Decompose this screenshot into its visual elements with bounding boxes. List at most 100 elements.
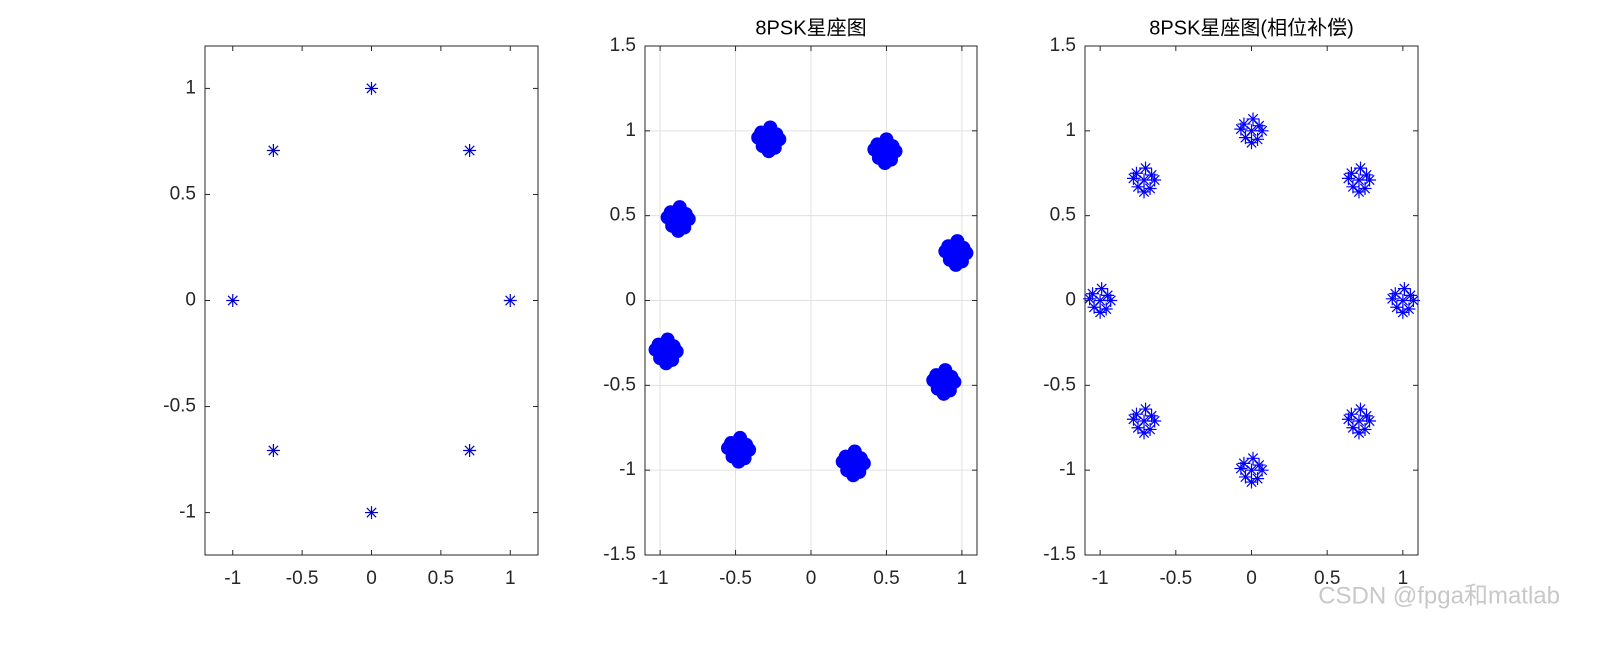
point-marker	[1093, 305, 1107, 319]
point-marker	[1126, 412, 1140, 426]
point-marker	[659, 356, 674, 371]
point-marker	[742, 442, 757, 457]
point-marker	[947, 374, 962, 389]
point-marker	[1093, 294, 1107, 307]
y-tick-label: 0.5	[610, 205, 636, 226]
y-tick-label: -1	[1059, 459, 1076, 480]
point-marker	[835, 454, 850, 469]
point-marker	[1145, 168, 1159, 182]
y-tick-label: -1.5	[1043, 544, 1076, 565]
point-marker	[1251, 472, 1265, 486]
x-tick-label: -0.5	[1159, 568, 1192, 589]
point-marker	[1385, 292, 1399, 306]
y-tick-label: 0.5	[1050, 205, 1076, 226]
x-tick-label: -0.5	[719, 568, 752, 589]
point-marker	[1087, 300, 1101, 314]
point-marker	[1137, 173, 1151, 187]
point-marker	[1344, 166, 1358, 180]
point-marker	[938, 363, 953, 378]
point-marker	[888, 144, 903, 159]
point-marker	[1234, 122, 1248, 136]
point-marker	[1238, 131, 1252, 145]
x-tick-label: 0	[1246, 568, 1257, 589]
point-marker	[266, 443, 280, 457]
point-marker	[936, 386, 951, 401]
point-marker	[1358, 422, 1372, 436]
point-marker	[1363, 414, 1377, 428]
point-marker	[1397, 282, 1411, 296]
point-marker	[867, 142, 882, 157]
point-marker	[721, 441, 735, 456]
axes-frame	[204, 45, 539, 556]
y-tick-label: 0	[1065, 290, 1076, 311]
point-marker	[1255, 124, 1269, 138]
point-marker	[1396, 294, 1410, 307]
y-tick-label: -0.5	[1043, 374, 1076, 395]
plot-area	[205, 46, 538, 555]
point-marker	[660, 332, 675, 347]
point-marker	[226, 294, 240, 307]
point-marker	[1148, 414, 1162, 428]
x-tick-label: 1	[957, 568, 968, 589]
point-marker	[1363, 173, 1377, 187]
point-marker	[1131, 421, 1145, 435]
point-marker	[1251, 132, 1265, 146]
point-marker	[1137, 185, 1151, 199]
point-marker	[1403, 288, 1417, 302]
point-marker	[1104, 294, 1118, 307]
point-marker	[761, 144, 776, 159]
point-marker	[1245, 475, 1258, 489]
point-marker	[1252, 119, 1266, 133]
x-tick-label: 1	[1398, 568, 1409, 589]
y-tick-label: -1	[619, 459, 636, 480]
point-marker	[1360, 168, 1374, 182]
point-marker	[1245, 124, 1258, 138]
point-marker	[950, 234, 965, 249]
point-marker	[1099, 302, 1113, 316]
point-marker	[751, 130, 766, 145]
y-tick-label: 0	[625, 290, 636, 311]
x-tick-label: -1	[1092, 568, 1109, 589]
point-marker	[1358, 182, 1372, 196]
y-tick-label: 1	[1065, 120, 1076, 141]
point-marker	[1148, 173, 1162, 187]
point-marker	[266, 144, 280, 158]
point-marker	[1402, 302, 1416, 316]
point-marker	[1245, 136, 1258, 150]
point-marker	[1083, 292, 1097, 306]
y-tick-label: -1	[179, 502, 196, 523]
point-marker	[1246, 451, 1260, 465]
point-marker	[1255, 463, 1269, 477]
point-marker	[1390, 300, 1404, 314]
point-marker	[1245, 463, 1258, 477]
y-tick-label: 0.5	[170, 183, 196, 204]
point-marker	[1352, 185, 1366, 199]
point-marker	[1237, 117, 1251, 131]
point-marker	[1129, 407, 1143, 421]
chart-title: 8PSK星座图	[755, 16, 866, 39]
point-marker	[1344, 407, 1358, 421]
point-marker	[1396, 305, 1410, 319]
point-marker	[463, 443, 477, 457]
x-tick-label: 0	[366, 568, 377, 589]
point-marker	[648, 342, 663, 357]
point-marker	[733, 430, 748, 445]
point-marker	[1346, 180, 1360, 194]
point-marker	[1246, 112, 1260, 126]
point-marker	[1237, 456, 1251, 470]
x-tick-label: 0.5	[428, 568, 454, 589]
point-marker	[1137, 414, 1151, 428]
x-tick-label: -0.5	[286, 568, 319, 589]
point-marker	[1353, 161, 1367, 175]
point-marker	[1086, 287, 1100, 301]
x-tick-label: -1	[652, 568, 669, 589]
point-marker	[1129, 166, 1143, 180]
point-marker	[1139, 161, 1153, 175]
point-marker	[1341, 171, 1355, 185]
point-marker	[669, 344, 684, 359]
point-marker	[1341, 412, 1355, 426]
x-tick-label: 0	[806, 568, 817, 589]
point-marker	[1352, 426, 1366, 440]
point-marker	[1137, 426, 1151, 440]
